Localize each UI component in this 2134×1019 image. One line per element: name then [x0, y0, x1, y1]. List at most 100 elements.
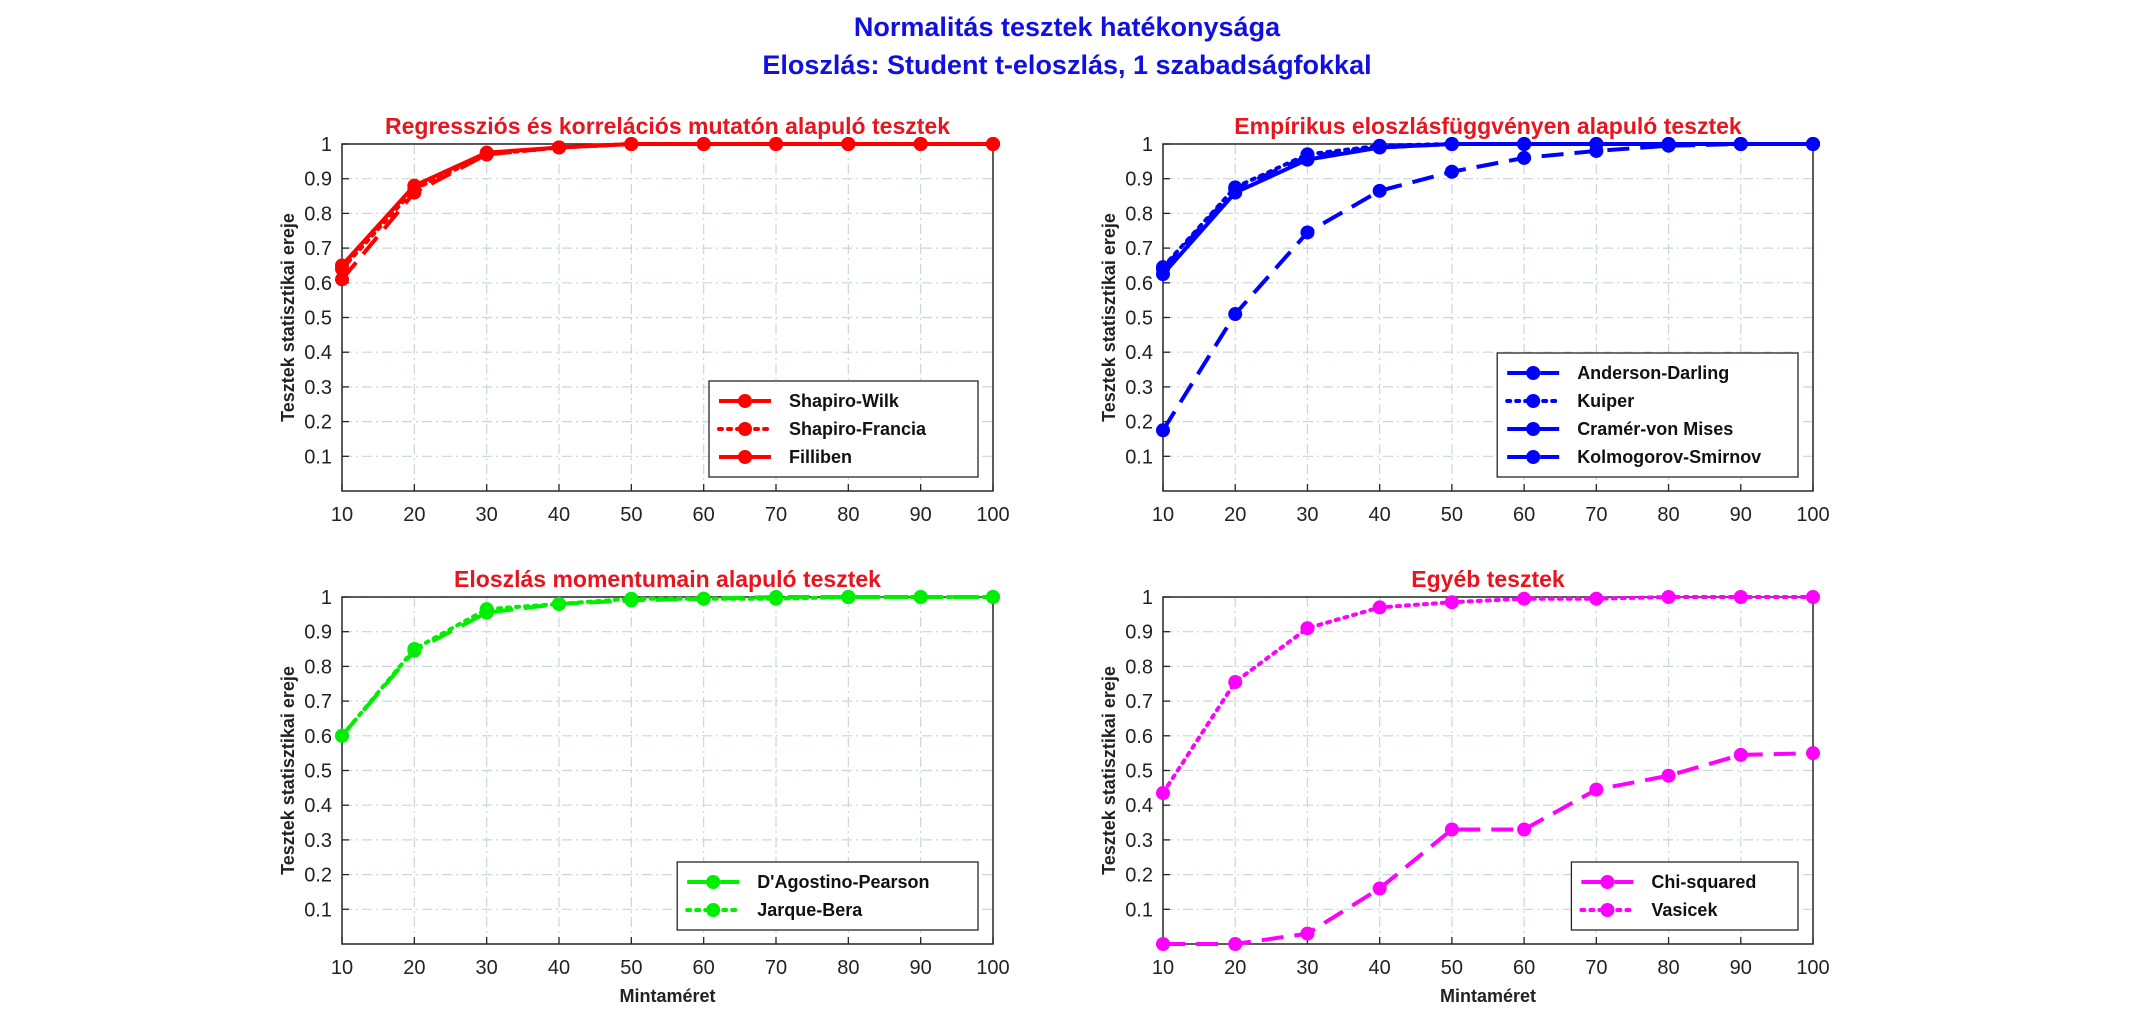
x-axis-label: Mintaméret	[619, 986, 715, 1006]
x-tick-label: 100	[1796, 957, 1829, 979]
y-axis-label: Tesztek statisztikai ereje	[1099, 666, 1119, 875]
data-point	[769, 137, 783, 151]
y-axis-label: Tesztek statisztikai ereje	[278, 213, 298, 422]
y-tick-label: 0.3	[304, 830, 332, 852]
data-point	[1589, 782, 1604, 797]
series-chi-squared	[1156, 746, 1820, 951]
legend: D'Agostino-Pearson Jarque-Bera	[676, 861, 979, 931]
data-point	[1444, 137, 1459, 151]
x-tick-label: 70	[765, 504, 787, 526]
x-tick-label: 90	[1730, 957, 1752, 979]
data-point	[1806, 746, 1820, 761]
data-point	[1733, 590, 1748, 604]
data-point	[1156, 786, 1170, 801]
y-tick-label: 0.2	[304, 412, 332, 434]
x-tick-label: 100	[976, 504, 1009, 526]
series-kolmogorov-smirnov	[1156, 137, 1820, 438]
x-tick-label: 50	[1441, 957, 1463, 979]
x-tick-label: 20	[403, 504, 425, 526]
x-tick-label: 90	[910, 504, 932, 526]
series-line	[1161, 142, 1813, 276]
legend-label: Jarque-Bera	[757, 900, 863, 920]
data-point	[1661, 138, 1676, 153]
y-tick-label: 0.5	[1125, 761, 1153, 783]
series-line	[340, 595, 995, 738]
x-tick-label: 50	[620, 957, 642, 979]
data-point	[1372, 140, 1387, 155]
data-point	[1806, 590, 1820, 604]
x-tick-label: 10	[331, 957, 353, 979]
panel-title: Egyéb tesztek	[1411, 566, 1565, 592]
data-point	[1444, 164, 1459, 179]
y-tick-label: 0.6	[304, 726, 332, 748]
legend-marker	[738, 450, 752, 464]
x-tick-label: 60	[1513, 504, 1535, 526]
x-tick-label: 30	[476, 957, 498, 979]
data-point	[1517, 591, 1532, 606]
x-tick-label: 40	[1369, 957, 1391, 979]
data-point	[335, 272, 349, 287]
legend-label: Vasicek	[1651, 900, 1718, 920]
data-point	[407, 642, 422, 657]
data-point	[624, 137, 639, 151]
legend-marker	[1526, 366, 1541, 380]
x-tick-label: 60	[693, 957, 715, 979]
data-point	[913, 590, 928, 604]
data-point	[1300, 152, 1315, 167]
y-tick-label: 1	[321, 587, 332, 609]
data-point	[986, 590, 1000, 604]
legend-label: Kolmogorov-Smirnov	[1577, 447, 1761, 467]
x-tick-label: 40	[548, 957, 570, 979]
legend: Chi-squared Vasicek	[1570, 861, 1799, 931]
data-point	[1661, 590, 1676, 604]
data-point	[1300, 926, 1315, 941]
data-point	[913, 137, 928, 151]
x-tick-label: 70	[765, 957, 787, 979]
legend-label: Filliben	[789, 447, 852, 467]
y-tick-label: 0.9	[304, 622, 332, 644]
panel-4: 10 20 30 40 50 60 70 80 90 100 0.1 0.2 0.3 0.4 0.5 0.6 0…	[1099, 566, 1830, 1006]
x-tick-label: 20	[1224, 957, 1246, 979]
y-tick-label: 0.7	[304, 238, 332, 260]
data-point	[1300, 621, 1315, 636]
y-tick-label: 0.8	[304, 656, 332, 678]
legend-label: Anderson-Darling	[1577, 363, 1729, 383]
legend-marker	[738, 422, 752, 436]
data-point	[335, 258, 349, 273]
data-point	[1228, 307, 1243, 322]
data-point	[696, 137, 711, 151]
panel-title: Regressziós és korrelációs mutatón alapu…	[385, 113, 950, 139]
series-line	[1163, 751, 1814, 946]
data-point	[1156, 423, 1170, 438]
data-point	[407, 178, 422, 193]
x-tick-label: 40	[1369, 504, 1391, 526]
y-tick-label: 0.8	[1125, 656, 1153, 678]
y-tick-label: 0.2	[304, 865, 332, 887]
y-tick-label: 0.4	[1125, 795, 1153, 817]
data-point	[1661, 768, 1676, 783]
legend-marker	[706, 875, 721, 889]
x-tick-label: 60	[1513, 957, 1535, 979]
y-tick-label: 0.5	[1125, 308, 1153, 330]
series-jarque-bera	[335, 590, 1000, 743]
data-point	[1806, 137, 1820, 151]
y-tick-label: 0.7	[1125, 691, 1153, 713]
figure-title: Normalitás tesztek hatékonysága	[853, 12, 1281, 42]
x-tick-label: 80	[1657, 504, 1679, 526]
panel-1: 10 20 30 40 50 60 70 80 90 100 0.1 0.2 0.3 0.4 0.5 0.6 0…	[278, 113, 1010, 526]
data-point	[479, 145, 494, 160]
y-tick-label: 0.3	[1125, 830, 1153, 852]
panel-title: Empírikus eloszlásfüggvényen alapuló tes…	[1234, 113, 1742, 139]
data-point	[1372, 183, 1387, 198]
data-point	[1517, 822, 1532, 837]
x-tick-label: 50	[620, 504, 642, 526]
data-point	[1228, 937, 1243, 951]
legend-label: Shapiro-Wilk	[789, 391, 900, 411]
y-tick-label: 0.1	[304, 446, 332, 468]
data-point	[769, 591, 783, 606]
x-tick-label: 10	[1152, 957, 1174, 979]
legend-label: Chi-squared	[1651, 872, 1756, 892]
data-point	[552, 596, 566, 611]
y-tick-label: 0.1	[1125, 899, 1153, 921]
legend-label: Shapiro-Francia	[789, 419, 927, 439]
